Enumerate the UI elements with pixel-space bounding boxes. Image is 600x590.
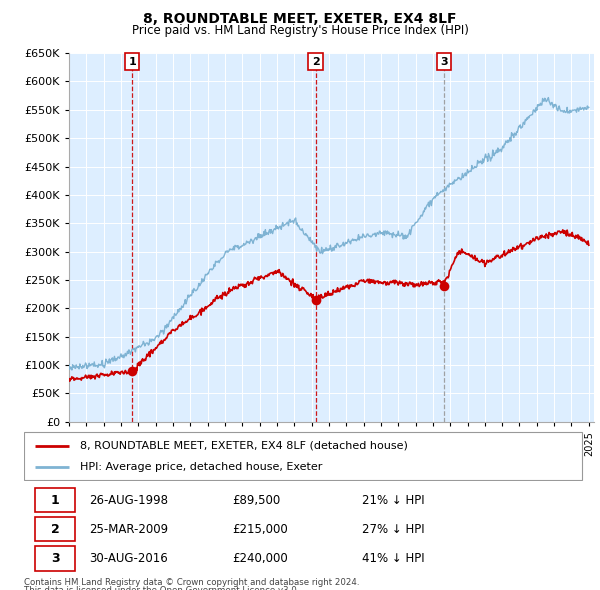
Text: £215,000: £215,000 — [233, 523, 289, 536]
Text: 2: 2 — [311, 57, 319, 67]
FancyBboxPatch shape — [35, 488, 75, 512]
Text: 30-AUG-2016: 30-AUG-2016 — [89, 552, 167, 565]
Text: 1: 1 — [128, 57, 136, 67]
Text: 27% ↓ HPI: 27% ↓ HPI — [362, 523, 425, 536]
FancyBboxPatch shape — [35, 517, 75, 542]
Text: 2: 2 — [50, 523, 59, 536]
Text: Price paid vs. HM Land Registry's House Price Index (HPI): Price paid vs. HM Land Registry's House … — [131, 24, 469, 37]
Text: 1: 1 — [50, 494, 59, 507]
Text: 3: 3 — [51, 552, 59, 565]
Text: 8, ROUNDTABLE MEET, EXETER, EX4 8LF: 8, ROUNDTABLE MEET, EXETER, EX4 8LF — [143, 12, 457, 26]
Text: 21% ↓ HPI: 21% ↓ HPI — [362, 494, 425, 507]
Text: 3: 3 — [440, 57, 448, 67]
FancyBboxPatch shape — [35, 546, 75, 571]
Text: HPI: Average price, detached house, Exeter: HPI: Average price, detached house, Exet… — [80, 462, 323, 472]
Text: 8, ROUNDTABLE MEET, EXETER, EX4 8LF (detached house): 8, ROUNDTABLE MEET, EXETER, EX4 8LF (det… — [80, 441, 408, 451]
Text: 41% ↓ HPI: 41% ↓ HPI — [362, 552, 425, 565]
Text: £240,000: £240,000 — [233, 552, 289, 565]
Text: This data is licensed under the Open Government Licence v3.0.: This data is licensed under the Open Gov… — [24, 586, 299, 590]
Text: 26-AUG-1998: 26-AUG-1998 — [89, 494, 168, 507]
Text: £89,500: £89,500 — [233, 494, 281, 507]
FancyBboxPatch shape — [24, 432, 583, 480]
Text: Contains HM Land Registry data © Crown copyright and database right 2024.: Contains HM Land Registry data © Crown c… — [24, 578, 359, 587]
Text: 25-MAR-2009: 25-MAR-2009 — [89, 523, 168, 536]
